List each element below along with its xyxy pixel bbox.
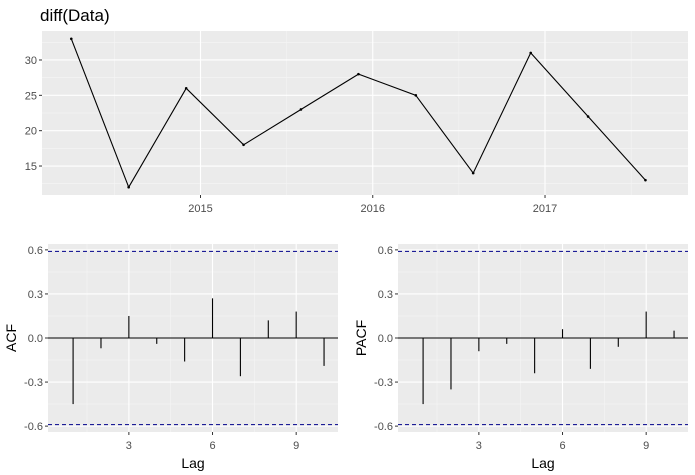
data-point bbox=[414, 94, 418, 97]
x-axis-title: Lag bbox=[181, 455, 204, 471]
data-point bbox=[357, 72, 360, 76]
plot-title: diff(Data) bbox=[40, 6, 110, 25]
y-tick-label: 0.3 bbox=[378, 289, 393, 301]
y-axis-title: PACF bbox=[353, 320, 369, 356]
series-line bbox=[69, 37, 647, 189]
x-tick-label: 9 bbox=[643, 440, 649, 452]
x-tick-label: 3 bbox=[126, 440, 132, 452]
data-point bbox=[69, 37, 73, 41]
data-point bbox=[586, 115, 590, 118]
y-tick-label: 0.6 bbox=[378, 245, 393, 257]
line-plot: diff(Data) 15 20 25 30 2015 2016 2017 bbox=[25, 6, 688, 215]
pacf-plot: -0.6 -0.3 0.0 0.3 0.6 3 6 9 Lag PACF bbox=[353, 244, 688, 471]
y-tick-label: -0.6 bbox=[374, 421, 393, 433]
data-point bbox=[127, 185, 130, 189]
data-point bbox=[242, 143, 245, 147]
y-tick-label: -0.3 bbox=[374, 377, 393, 389]
x-tick-label: 6 bbox=[209, 440, 215, 452]
axis-ticks: -0.6 -0.3 0.0 0.3 0.6 3 6 9 bbox=[374, 245, 649, 452]
x-axis-title: Lag bbox=[531, 455, 554, 471]
x-tick-label: 9 bbox=[293, 440, 299, 452]
y-tick-label: 0.6 bbox=[28, 245, 43, 257]
y-tick-label: 30 bbox=[25, 55, 37, 67]
acf-bars bbox=[48, 250, 338, 426]
axis-ticks: -0.6 -0.3 0.0 0.3 0.6 3 6 9 bbox=[24, 245, 299, 452]
y-tick-label: 0.0 bbox=[28, 333, 43, 345]
data-point bbox=[644, 178, 647, 182]
y-tick-label: -0.6 bbox=[24, 421, 43, 433]
y-tick-label: -0.3 bbox=[24, 377, 43, 389]
x-tick-label: 2016 bbox=[361, 203, 385, 215]
gridlines bbox=[42, 31, 688, 195]
y-tick-label: 15 bbox=[25, 161, 37, 173]
data-point bbox=[529, 51, 533, 55]
x-tick-label: 2015 bbox=[188, 203, 212, 215]
x-tick-label: 6 bbox=[559, 440, 565, 452]
y-tick-label: 25 bbox=[25, 90, 37, 102]
axis-ticks: 15 20 25 30 2015 2016 2017 bbox=[25, 55, 558, 215]
data-point bbox=[184, 86, 188, 90]
acf-plot: -0.6 -0.3 0.0 0.3 0.6 3 6 9 Lag ACF bbox=[3, 244, 338, 471]
x-tick-label: 2017 bbox=[533, 203, 557, 215]
y-tick-label: 0.3 bbox=[28, 289, 43, 301]
y-axis-title: ACF bbox=[3, 324, 19, 352]
pacf-bars bbox=[398, 250, 688, 426]
x-tick-label: 3 bbox=[476, 440, 482, 452]
y-tick-label: 20 bbox=[25, 126, 37, 138]
data-point bbox=[299, 108, 303, 111]
y-tick-label: 0.0 bbox=[378, 333, 393, 345]
data-point bbox=[471, 171, 475, 175]
